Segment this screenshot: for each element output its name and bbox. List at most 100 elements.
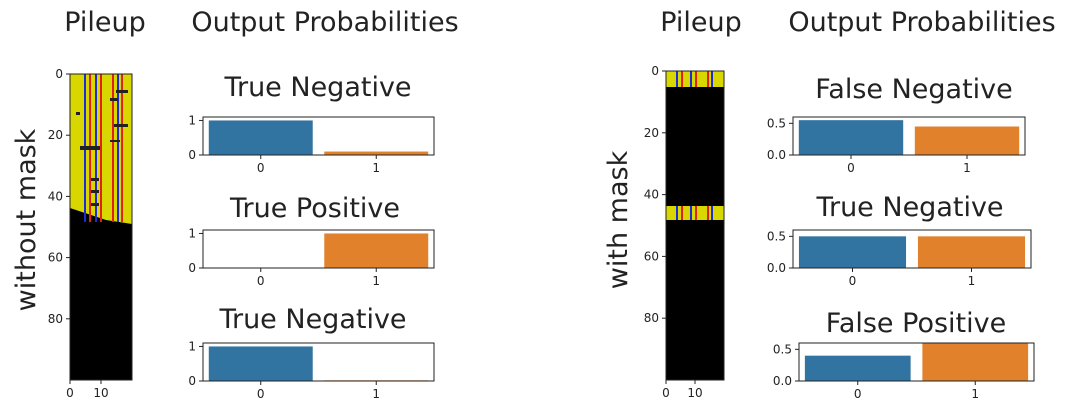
- bar-0: [208, 346, 313, 381]
- bar-0: [798, 120, 904, 155]
- left-pileup-header: Pileup: [64, 7, 146, 38]
- x-tick-label: 1: [372, 274, 380, 288]
- bar-1: [324, 233, 429, 268]
- y-tick-label: 1: [188, 113, 196, 127]
- pileup-variant-line: [676, 206, 678, 220]
- x-tick-label: 1: [372, 161, 380, 175]
- right-output-probabilities-header: Output Probabilities: [788, 7, 1055, 38]
- plot-frame: [798, 342, 1035, 382]
- pileup-gap: [110, 98, 118, 101]
- bar-chart-title: True Negative: [815, 192, 1003, 223]
- bar-chart-left-2: True Positive 0 1 0 1: [188, 193, 435, 288]
- x-tick-label: 10: [93, 386, 108, 400]
- plot-frame: [202, 116, 435, 156]
- y-tick-label: 0.5: [773, 342, 792, 356]
- pileup-variant-line: [695, 71, 697, 87]
- y-tick-label: 0: [188, 374, 196, 388]
- pileup-left-image: [70, 74, 132, 380]
- bar-chart-title: True Negative: [218, 304, 406, 335]
- pileup-variant-line: [695, 206, 697, 220]
- pileup-variant-line: [690, 71, 692, 87]
- pileup-variant-line: [676, 71, 678, 87]
- pileup-variant-line: [707, 206, 709, 220]
- bar-chart-right-3: False Positive 0 1 0.0 0.5: [773, 308, 1035, 401]
- x-tick-label: 0: [847, 161, 855, 175]
- bar-0: [804, 355, 911, 381]
- x-tick-label: 0: [257, 161, 265, 175]
- bar-1: [324, 151, 429, 155]
- y-tick-label: 40: [48, 189, 63, 203]
- bar-1: [917, 236, 1026, 268]
- bar-0: [798, 236, 907, 268]
- y-tick-label: 0.5: [767, 116, 786, 130]
- pileup-variant-line: [690, 206, 692, 220]
- x-tick-label: 0: [662, 386, 670, 400]
- y-tick-label: 0.0: [773, 374, 792, 388]
- x-tick-label: 1: [971, 387, 979, 401]
- pileup-gap: [91, 190, 99, 193]
- bar-0: [208, 120, 313, 155]
- pileup-variant-line: [100, 74, 102, 222]
- x-tick-label: 1: [963, 161, 971, 175]
- plot-frame: [792, 116, 1026, 156]
- y-tick-label: 0.0: [767, 148, 786, 162]
- pileup-left-y-axis: 0 20 40 60 80: [48, 67, 133, 381]
- bar-chart-left-3: True Negative 0 1 0 1: [188, 304, 435, 401]
- pileup-gap: [114, 124, 128, 127]
- x-tick-label: 0: [66, 386, 74, 400]
- bar-1: [914, 126, 1020, 155]
- pileup-left-ylabel: without mask: [11, 128, 42, 311]
- bar-chart-left-1: True Negative 0 1 0 1: [188, 72, 435, 175]
- x-tick-label: 10: [687, 386, 702, 400]
- pileup-variant-line: [707, 71, 709, 87]
- bar-1: [922, 343, 1029, 381]
- x-tick-label: 0: [257, 274, 265, 288]
- pileup-right-ylabel: with mask: [603, 150, 634, 289]
- y-tick-label: 0: [55, 67, 63, 81]
- y-tick-label: 20: [644, 126, 659, 140]
- y-tick-label: 0: [651, 64, 659, 78]
- y-tick-label: 1: [188, 226, 196, 240]
- pileup-gap: [91, 178, 99, 181]
- bar-chart-title: True Positive: [229, 193, 400, 224]
- pileup-heatmap-right: with mask 0 20 40 60 80 0 10: [603, 64, 725, 400]
- plot-frame: [202, 342, 435, 382]
- y-tick-label: 0: [188, 148, 196, 162]
- x-tick-label: 0: [854, 387, 862, 401]
- pileup-gap: [80, 146, 100, 150]
- pileup-variant-line: [681, 206, 683, 220]
- x-tick-label: 1: [372, 387, 380, 401]
- plot-frame: [792, 229, 1032, 269]
- bar-chart-title: False Positive: [826, 308, 1006, 339]
- plot-frame: [202, 229, 435, 269]
- bar-chart-title: False Negative: [815, 74, 1013, 105]
- pileup-gap: [110, 140, 120, 142]
- y-tick-label: 80: [644, 311, 659, 325]
- y-tick-label: 20: [48, 128, 63, 142]
- y-tick-label: 0.0: [767, 261, 786, 275]
- y-tick-label: 0.5: [767, 229, 786, 243]
- pileup-right-image: [666, 71, 724, 380]
- pileup-variant-line: [121, 74, 123, 222]
- pileup-left-x-axis: 0 10: [66, 380, 109, 400]
- y-tick-label: 0: [188, 261, 196, 275]
- x-tick-label: 0: [849, 274, 857, 288]
- pileup-gap: [116, 90, 128, 93]
- pileup-variant-line: [711, 206, 713, 220]
- y-tick-label: 1: [188, 339, 196, 353]
- y-tick-label: 60: [48, 251, 63, 265]
- x-tick-label: 0: [257, 387, 265, 401]
- y-tick-label: 60: [644, 249, 659, 263]
- y-tick-label: 40: [644, 188, 659, 202]
- left-output-probabilities-header: Output Probabilities: [191, 7, 458, 38]
- x-tick-label: 1: [968, 274, 976, 288]
- bar-chart-title: True Negative: [223, 72, 411, 103]
- pileup-right-x-axis: 0 10: [662, 380, 703, 400]
- bar-chart-right-2: True Negative 0 1 0.0 0.5: [767, 192, 1032, 288]
- pileup-variant-line: [117, 74, 119, 222]
- bar-chart-right-1: False Negative 0 1 0.0 0.5: [767, 74, 1026, 175]
- pileup-variant-line: [711, 71, 713, 87]
- pileup-background: [666, 71, 724, 380]
- pileup-gap: [76, 112, 80, 115]
